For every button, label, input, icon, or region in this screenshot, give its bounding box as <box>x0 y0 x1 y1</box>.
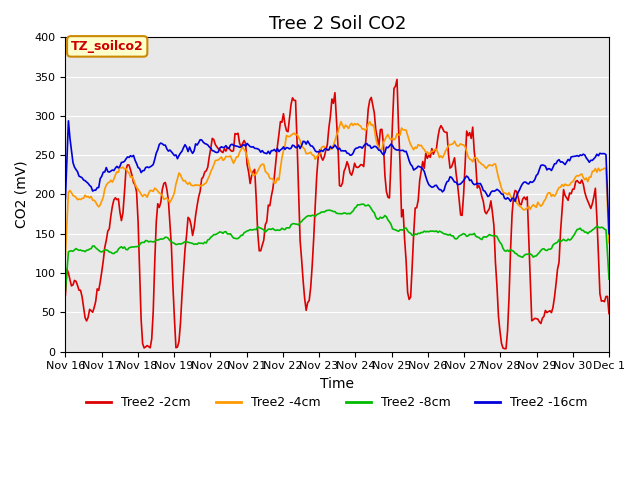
Tree2 -2cm <box>578 177 586 183</box>
Tree2 -2cm <box>605 311 613 316</box>
Tree2 -2cm <box>502 346 510 351</box>
Tree2 -8cm <box>605 276 613 282</box>
Tree2 -8cm <box>128 244 136 250</box>
Tree2 -4cm <box>223 154 231 159</box>
Tree2 -16cm <box>252 145 260 151</box>
Tree2 -4cm <box>300 145 307 151</box>
Tree2 -16cm <box>577 152 584 158</box>
Tree2 -8cm <box>358 201 366 207</box>
Tree2 -8cm <box>61 288 69 293</box>
Tree2 -2cm <box>242 141 250 146</box>
Line: Tree2 -16cm: Tree2 -16cm <box>65 121 609 234</box>
Tree2 -4cm <box>251 172 259 178</box>
Tree2 -16cm <box>130 153 138 158</box>
Tree2 -8cm <box>577 225 584 231</box>
Tree2 -16cm <box>61 196 69 202</box>
Tree2 -16cm <box>301 139 308 144</box>
Tree2 -4cm <box>242 149 250 155</box>
Tree2 -2cm <box>300 278 307 284</box>
Tree2 -4cm <box>605 240 613 246</box>
Tree2 -8cm <box>251 227 259 232</box>
Title: Tree 2 Soil CO2: Tree 2 Soil CO2 <box>269 15 406 33</box>
Legend: Tree2 -2cm, Tree2 -4cm, Tree2 -8cm, Tree2 -16cm: Tree2 -2cm, Tree2 -4cm, Tree2 -8cm, Tree… <box>81 391 593 414</box>
Tree2 -4cm <box>577 172 584 178</box>
Tree2 -2cm <box>251 167 259 172</box>
Line: Tree2 -2cm: Tree2 -2cm <box>65 80 609 348</box>
Text: TZ_soilco2: TZ_soilco2 <box>71 40 143 53</box>
Tree2 -2cm <box>61 292 69 298</box>
Tree2 -2cm <box>223 144 231 150</box>
Tree2 -16cm <box>243 141 251 146</box>
Tree2 -8cm <box>223 231 231 237</box>
Tree2 -8cm <box>242 229 250 235</box>
Line: Tree2 -4cm: Tree2 -4cm <box>65 121 609 255</box>
Y-axis label: CO2 (mV): CO2 (mV) <box>15 161 29 228</box>
Tree2 -4cm <box>366 119 374 124</box>
Tree2 -8cm <box>300 216 307 222</box>
Tree2 -16cm <box>605 231 613 237</box>
Line: Tree2 -8cm: Tree2 -8cm <box>65 204 609 290</box>
Tree2 -16cm <box>65 118 72 124</box>
Tree2 -16cm <box>225 145 233 151</box>
Tree2 -2cm <box>393 77 401 83</box>
Tree2 -4cm <box>128 174 136 180</box>
X-axis label: Time: Time <box>320 377 354 391</box>
Tree2 -2cm <box>128 173 136 179</box>
Tree2 -4cm <box>61 252 69 258</box>
